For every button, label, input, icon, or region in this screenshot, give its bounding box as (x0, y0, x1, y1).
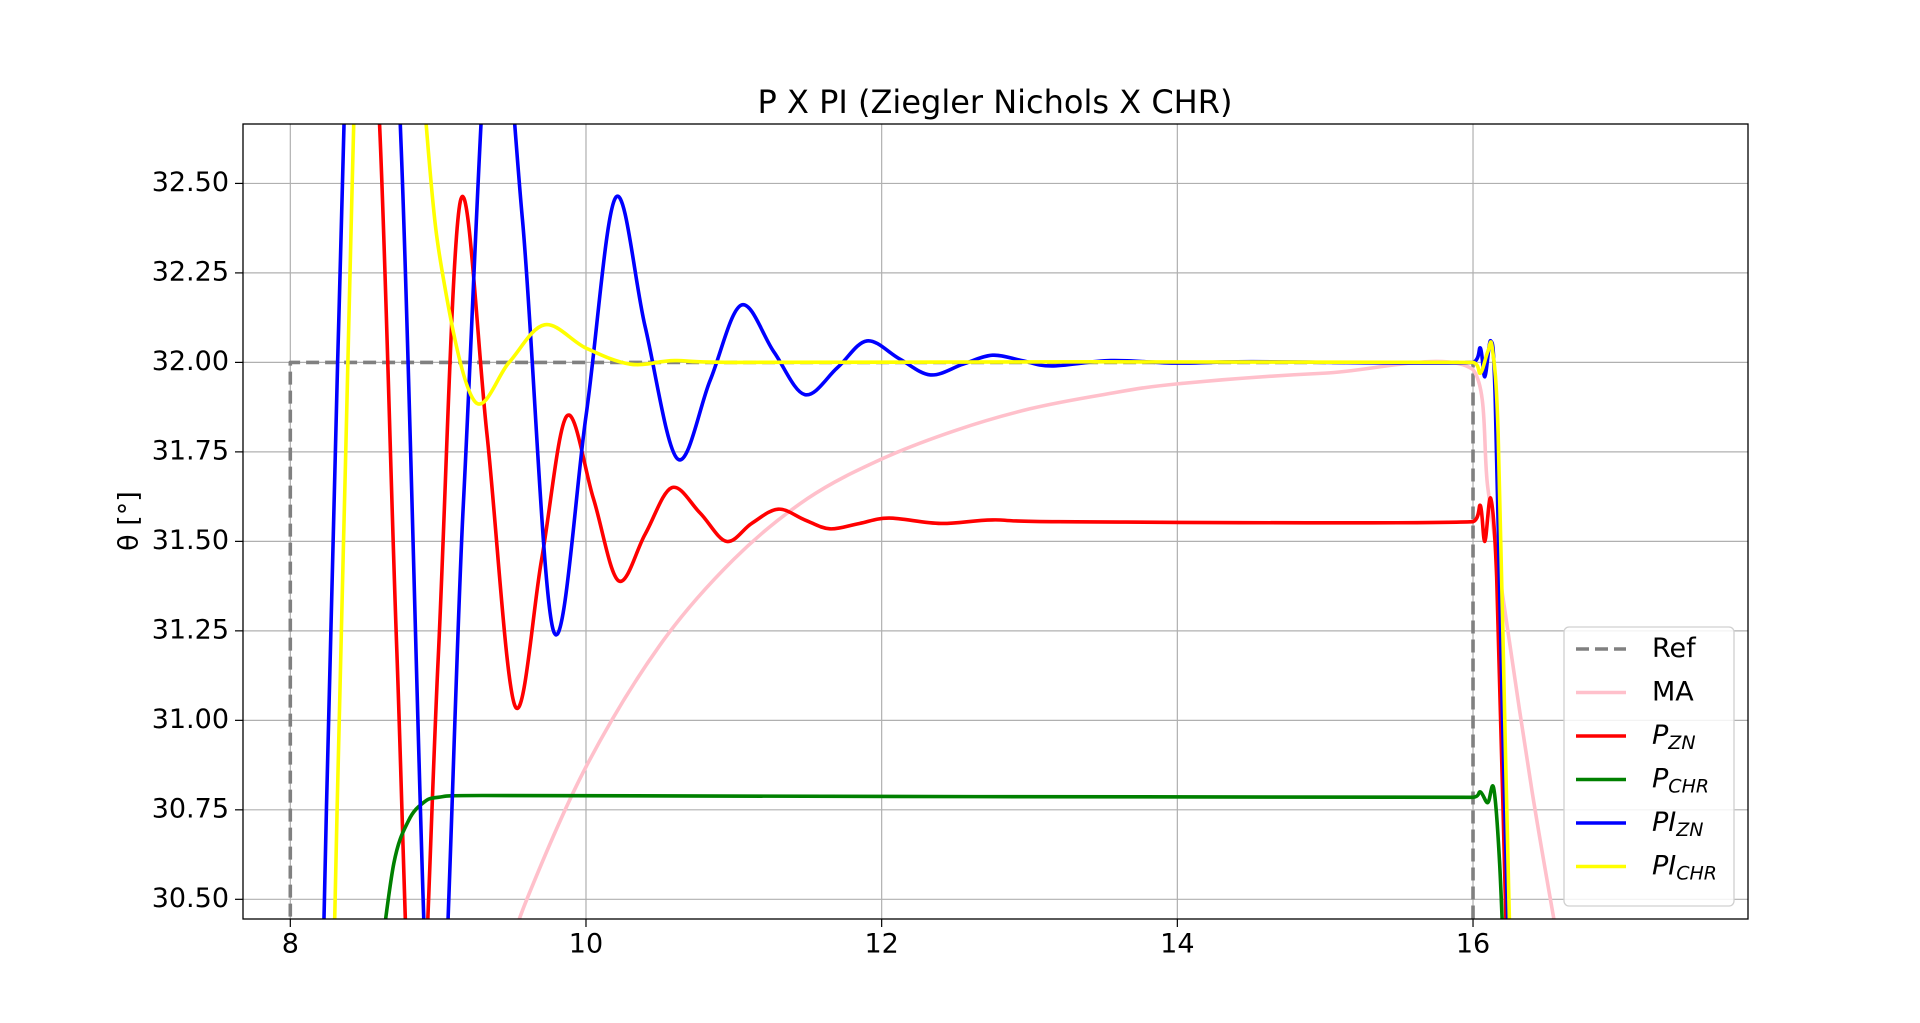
legend-subscript: ZN (1667, 732, 1695, 754)
legend-label: PIZN (1652, 807, 1703, 841)
legend-subscript: CHR (1668, 775, 1709, 797)
y-tick-label: 31.75 (152, 435, 229, 466)
x-tick-label: 8 (282, 929, 299, 960)
legend-name: P (1652, 763, 1669, 794)
legend-box (1563, 626, 1735, 907)
y-tick-label: 32.50 (152, 167, 229, 198)
plot-area (288, 124, 1556, 919)
x-tick-label: 12 (864, 929, 898, 960)
series-line (383, 784, 1504, 919)
legend-subscript: ZN (1675, 819, 1703, 841)
legend-name: PI (1652, 850, 1676, 881)
legend-name: MA (1652, 676, 1694, 707)
legend-name: P (1652, 720, 1669, 751)
y-tick-label: 31.00 (152, 704, 229, 735)
y-tick-label: 30.75 (152, 793, 229, 824)
axes-frame (242, 123, 1749, 920)
y-tick-label: 31.50 (152, 525, 229, 556)
x-tick-label: 16 (1456, 929, 1490, 960)
y-axis-label: θ [°] (114, 491, 145, 551)
legend-label: Ref (1652, 633, 1697, 664)
x-tick-label: 14 (1160, 929, 1194, 960)
series-line (332, 124, 1512, 919)
series-line (377, 124, 1508, 919)
legend-label: MA (1652, 676, 1694, 707)
y-tick-label: 30.50 (152, 883, 229, 914)
legend-name: Ref (1652, 633, 1697, 664)
legend-label: PICHR (1652, 850, 1717, 884)
grid: 8 10 12 14 16 30.50 30.75 31.00 31.25 31.50 31.75 3… (152, 124, 1748, 960)
y-tick-label: 32.00 (152, 346, 229, 377)
legend-label: PCHR (1652, 763, 1709, 797)
series-line (288, 360, 1475, 919)
legend-subscript: CHR (1676, 862, 1717, 884)
legend-name: PI (1652, 807, 1676, 838)
series-line (517, 359, 1556, 919)
legend-label: PZN (1652, 720, 1696, 754)
y-tick-label: 32.25 (152, 256, 229, 287)
x-tick-label: 10 (569, 929, 603, 960)
y-tick-label: 31.25 (152, 614, 229, 645)
series-line (322, 124, 1510, 919)
chart-title: P X PI (Ziegler Nichols X CHR) (758, 83, 1233, 121)
